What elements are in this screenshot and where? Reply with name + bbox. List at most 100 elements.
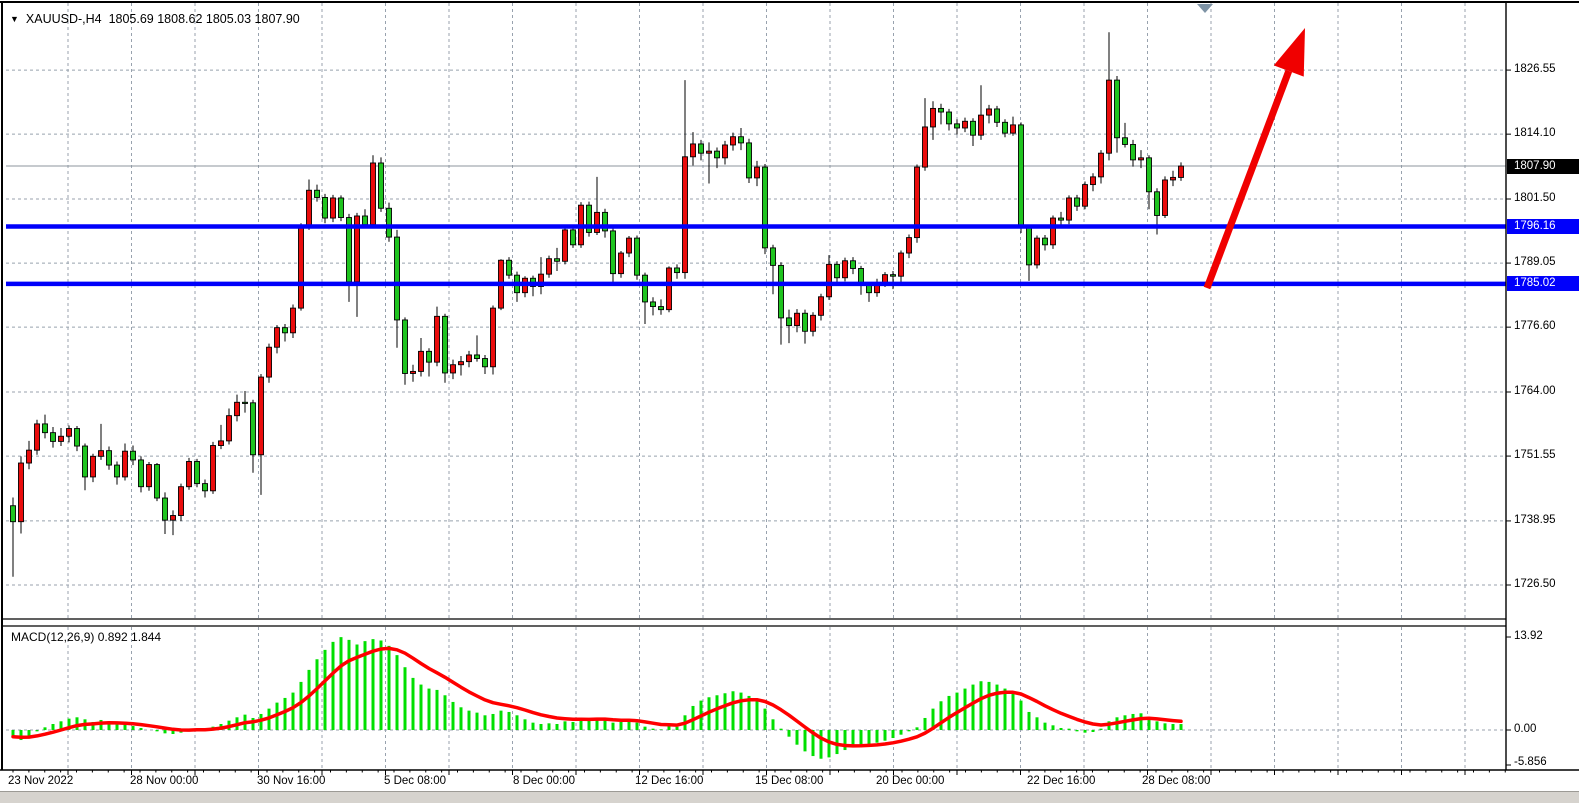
candle-body[interactable]: [122, 450, 128, 478]
symbol-dropdown-icon[interactable]: ▼: [10, 14, 19, 24]
candle-body[interactable]: [1058, 217, 1064, 221]
candle-body[interactable]: [1106, 79, 1112, 154]
candle-body[interactable]: [258, 376, 264, 456]
candle-body[interactable]: [1138, 157, 1144, 161]
candle-body[interactable]: [330, 197, 336, 219]
candle-body[interactable]: [234, 401, 240, 417]
candle-body[interactable]: [946, 111, 952, 125]
candle-body[interactable]: [26, 449, 32, 464]
candle-body[interactable]: [690, 143, 696, 158]
candle-body[interactable]: [722, 144, 728, 159]
candle-body[interactable]: [1010, 124, 1016, 134]
candle-body[interactable]: [1146, 157, 1152, 193]
candle-body[interactable]: [218, 440, 224, 446]
candle-body[interactable]: [554, 258, 560, 262]
candle-body[interactable]: [674, 267, 680, 274]
candle-body[interactable]: [178, 486, 184, 516]
candle-body[interactable]: [290, 307, 296, 334]
candle-body[interactable]: [1034, 237, 1040, 266]
candle-body[interactable]: [82, 445, 88, 478]
candle-body[interactable]: [698, 143, 704, 154]
candle-body[interactable]: [434, 315, 440, 363]
candle-body[interactable]: [306, 189, 312, 228]
candle-body[interactable]: [442, 315, 448, 374]
candle-body[interactable]: [1050, 217, 1056, 246]
candle-body[interactable]: [714, 150, 720, 159]
candle-body[interactable]: [706, 150, 712, 154]
candle-body[interactable]: [778, 264, 784, 319]
candle-body[interactable]: [906, 237, 912, 254]
trend-arrow-head[interactable]: [1273, 28, 1305, 77]
candle-body[interactable]: [194, 461, 200, 485]
candle-body[interactable]: [562, 229, 568, 262]
candle-body[interactable]: [138, 459, 144, 488]
candle-body[interactable]: [826, 263, 832, 298]
candle-body[interactable]: [106, 450, 112, 466]
candle-body[interactable]: [338, 197, 344, 218]
candle-body[interactable]: [162, 497, 168, 521]
candle-body[interactable]: [34, 423, 40, 451]
candle-body[interactable]: [770, 247, 776, 266]
candle-body[interactable]: [754, 166, 760, 179]
candle-body[interactable]: [802, 312, 808, 332]
level-price-tag[interactable]: 1796.16: [1507, 218, 1579, 234]
candle-body[interactable]: [738, 136, 744, 144]
candle-body[interactable]: [594, 211, 600, 233]
candle-body[interactable]: [466, 354, 472, 363]
candle-body[interactable]: [322, 197, 328, 219]
candle-body[interactable]: [298, 226, 304, 309]
candle-body[interactable]: [682, 156, 688, 274]
candle-body[interactable]: [314, 189, 320, 198]
candle-body[interactable]: [130, 450, 136, 461]
candle-body[interactable]: [1122, 137, 1128, 145]
candle-body[interactable]: [1066, 197, 1072, 221]
candle-body[interactable]: [418, 350, 424, 372]
candle-body[interactable]: [10, 505, 16, 523]
candle-body[interactable]: [1154, 191, 1160, 216]
candle-body[interactable]: [506, 259, 512, 276]
candle-body[interactable]: [50, 432, 56, 442]
candle-body[interactable]: [114, 464, 120, 478]
candle-body[interactable]: [538, 273, 544, 287]
candle-body[interactable]: [978, 114, 984, 136]
candle-body[interactable]: [146, 464, 152, 488]
candle-body[interactable]: [1170, 176, 1176, 181]
candle-body[interactable]: [42, 423, 48, 434]
candle-body[interactable]: [410, 370, 416, 374]
candle-body[interactable]: [570, 229, 576, 246]
candle-body[interactable]: [1090, 176, 1096, 186]
candle-body[interactable]: [658, 306, 664, 311]
candle-body[interactable]: [90, 455, 96, 478]
candle-body[interactable]: [170, 515, 176, 521]
candle-body[interactable]: [1130, 143, 1136, 161]
candle-body[interactable]: [282, 327, 288, 334]
candle-body[interactable]: [850, 260, 856, 269]
candle-body[interactable]: [458, 361, 464, 366]
candle-body[interactable]: [266, 346, 272, 378]
candle-body[interactable]: [602, 211, 608, 232]
candle-body[interactable]: [818, 296, 824, 316]
candle-body[interactable]: [730, 136, 736, 146]
candle-body[interactable]: [402, 319, 408, 374]
candle-body[interactable]: [954, 123, 960, 129]
candle-body[interactable]: [274, 327, 280, 348]
candle-body[interactable]: [642, 274, 648, 303]
candle-body[interactable]: [210, 445, 216, 492]
candle-body[interactable]: [394, 236, 400, 321]
candle-body[interactable]: [1026, 227, 1032, 266]
candle-body[interactable]: [1162, 179, 1168, 216]
candle-body[interactable]: [930, 107, 936, 128]
candle-body[interactable]: [226, 415, 232, 442]
candle-body[interactable]: [842, 260, 848, 279]
candle-body[interactable]: [18, 462, 24, 523]
candle-body[interactable]: [202, 483, 208, 492]
candle-body[interactable]: [634, 237, 640, 276]
candle-body[interactable]: [618, 252, 624, 275]
candle-body[interactable]: [890, 274, 896, 277]
candle-body[interactable]: [1018, 124, 1024, 229]
candle-body[interactable]: [362, 215, 368, 226]
candle-body[interactable]: [810, 314, 816, 332]
candle-body[interactable]: [898, 252, 904, 277]
candle-body[interactable]: [626, 237, 632, 254]
candle-body[interactable]: [1098, 152, 1104, 178]
